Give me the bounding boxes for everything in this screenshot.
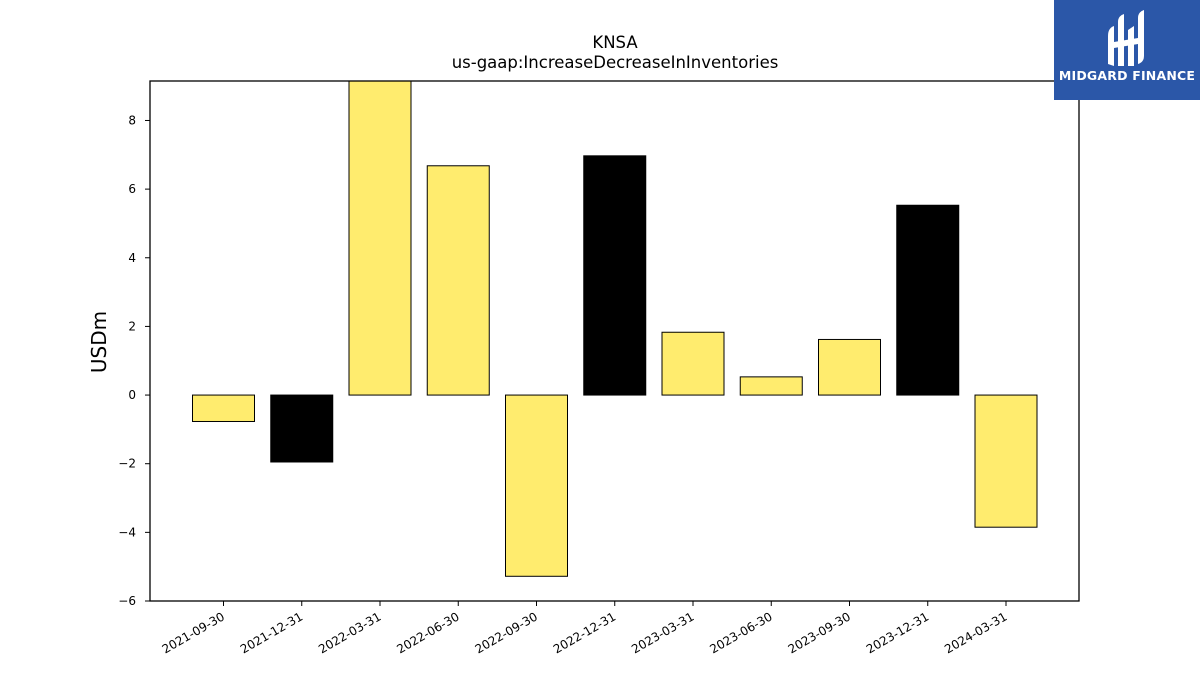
x-tick-label: 2022-09-30 xyxy=(473,609,540,656)
y-tick-label: 4 xyxy=(128,251,136,265)
bar-2023-09-30 xyxy=(818,338,881,396)
midgard-finance-logo: MIDGARD FINANCE xyxy=(1054,0,1200,100)
x-tick-label: 2023-03-31 xyxy=(629,609,696,656)
x-axis-ticks: 2021-09-30 2021-12-31 2022-03-31 2022-06-30… xyxy=(160,601,1010,656)
y-axis-ticks: −6 −4 −2 0 2 4 6 8 xyxy=(118,113,150,608)
y-tick-label: −4 xyxy=(118,525,136,539)
chart-title: KNSA xyxy=(592,33,638,52)
bar-2022-12-31 xyxy=(583,155,647,396)
plot-frame xyxy=(149,80,1080,602)
x-tick-label: 2021-09-30 xyxy=(160,609,227,656)
x-tick-label: 2023-09-30 xyxy=(786,609,853,656)
midgard-logo-icon xyxy=(1108,10,1144,66)
y-tick-label: 2 xyxy=(128,319,136,333)
bar-2023-06-30 xyxy=(739,376,803,396)
bar-2023-03-31 xyxy=(661,331,725,396)
bar-2022-03-31 xyxy=(348,80,412,396)
x-tick-label: 2022-03-31 xyxy=(316,609,383,656)
logo-text: MIDGARD FINANCE xyxy=(1058,68,1196,83)
y-tick-label: 8 xyxy=(128,113,136,127)
bar-2024-03-31 xyxy=(974,394,1038,528)
x-tick-label: 2022-06-30 xyxy=(394,609,461,656)
bar-2023-12-31 xyxy=(896,204,960,396)
y-axis-label: USDm xyxy=(87,311,111,373)
x-tick-label: 2021-12-31 xyxy=(238,609,305,656)
chart-subtitle: us-gaap:IncreaseDecreaseInInventories xyxy=(452,53,779,72)
bar-2022-06-30 xyxy=(426,165,490,396)
bar-2021-12-31 xyxy=(270,394,334,463)
bar-2022-09-30 xyxy=(505,394,568,577)
y-tick-label: −2 xyxy=(118,457,136,471)
x-tick-label: 2023-12-31 xyxy=(864,609,931,656)
bar-2021-09-30 xyxy=(192,394,255,422)
y-tick-label: 0 xyxy=(128,388,136,402)
y-tick-label: 6 xyxy=(128,182,136,196)
x-tick-label: 2024-03-31 xyxy=(942,609,1009,656)
x-tick-label: 2023-06-30 xyxy=(707,609,774,656)
y-tick-label: −6 xyxy=(118,594,136,608)
x-tick-label: 2022-12-31 xyxy=(551,609,618,656)
bars-group xyxy=(192,80,1038,577)
